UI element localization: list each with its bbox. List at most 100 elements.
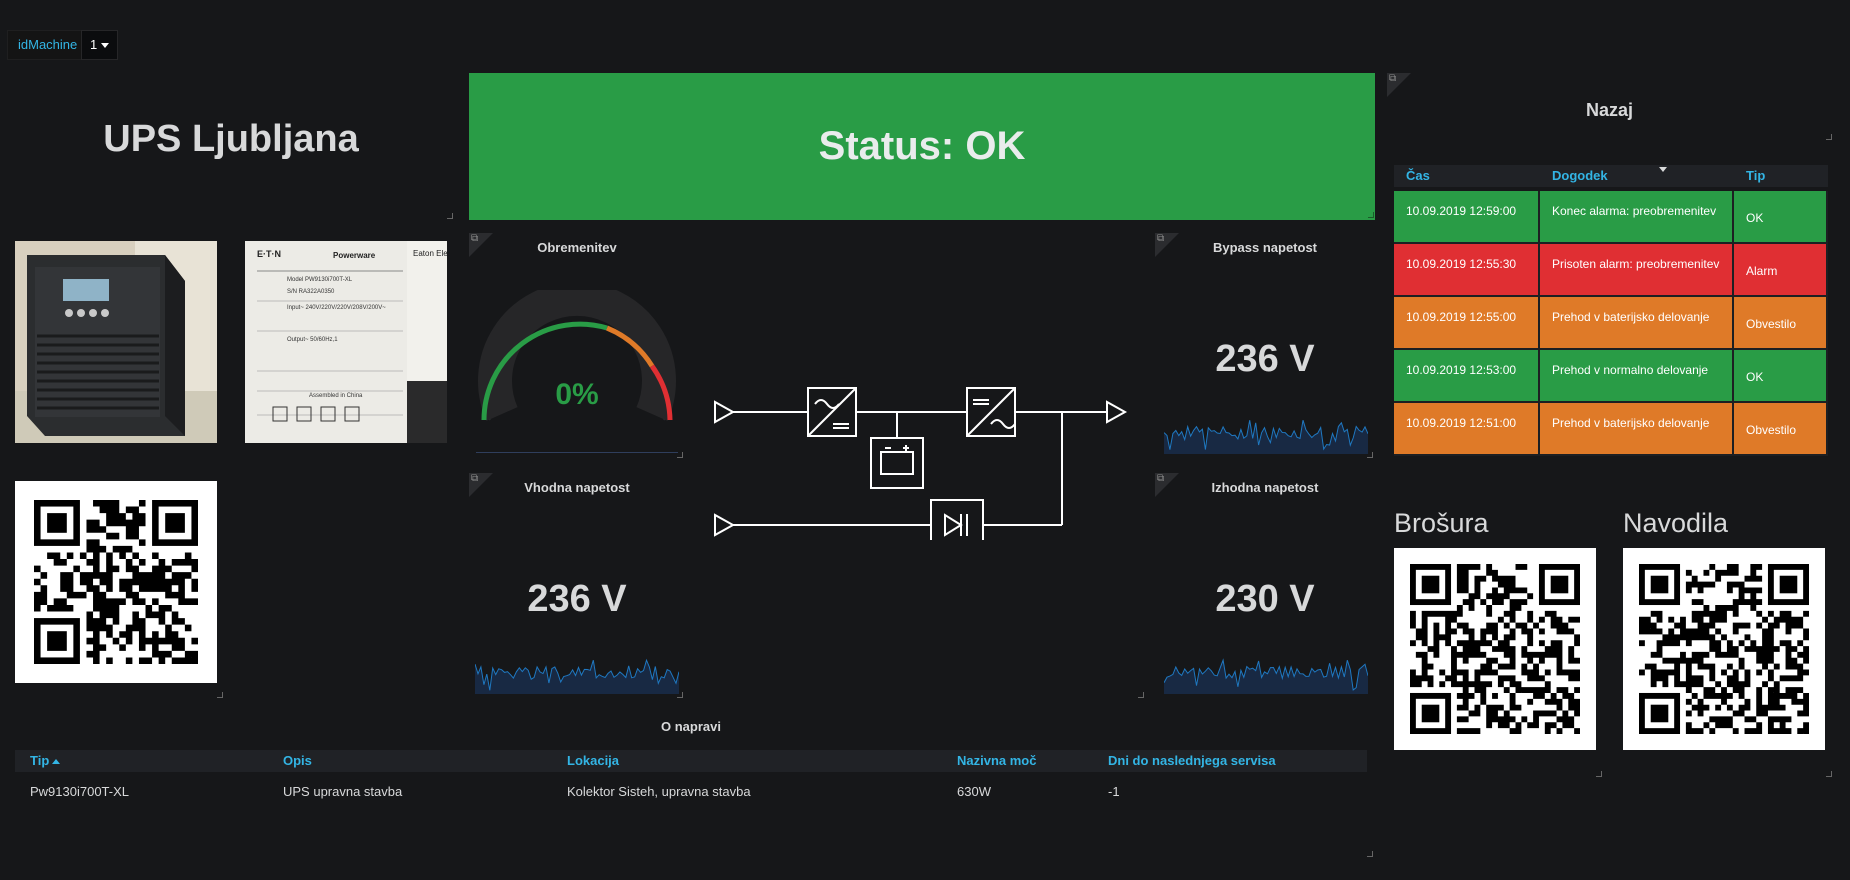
gauge-baseline [476,452,678,453]
sort-desc-icon [1659,167,1668,172]
resize-handle-icon[interactable] [677,692,683,698]
cell-event: Prehod v baterijsko delovanje [1540,297,1734,350]
events-table-header: Čas Dogodek Tip [1394,165,1828,187]
label-output: Output~ 50/60Hz,1 [287,337,340,343]
nazaj-link[interactable]: Nazaj [1585,100,1634,120]
events-table-row: 10.09.2019 12:55:30 Prisoten alarm: preob… [1394,244,1828,297]
bypass-voltage-title: Bypass napetost [1212,240,1318,255]
caret-down-icon [101,43,110,49]
variable-label-idmachine: idMachine [7,30,89,60]
panel-link-corner[interactable] [1387,73,1411,97]
device-table-row: Pw9130i700T-XL UPS upravna stavba Kolekt… [15,781,1367,803]
load-gauge [478,290,676,421]
ups-photo-image [15,241,217,443]
cell-nazivna-moc: 630W [957,784,991,799]
cell-type: Obvestilo [1734,297,1828,350]
label-assembled: Assembled in China [309,393,363,399]
column-header-event[interactable]: Dogodek [1540,165,1734,187]
column-header-event-label: Dogodek [1552,168,1608,183]
input-voltage-value: 236 V [527,578,627,620]
label-model: Model PW9130i700T-XL [287,277,353,283]
qr-code-image [1410,564,1580,734]
panel-link-corner[interactable] [1155,233,1179,257]
resize-handle-icon[interactable] [1826,134,1832,140]
cell-time: 10.09.2019 12:51:00 [1394,403,1540,456]
resize-handle-icon[interactable] [447,213,453,219]
input-voltage-sparkline [475,658,679,694]
resize-handle-icon[interactable] [677,452,683,458]
load-panel-title: Obremenitev [537,240,617,255]
brochure-title: Brošura [1394,508,1489,538]
resize-handle-icon[interactable] [1596,771,1602,777]
cell-type: Alarm [1734,244,1828,297]
sparkline-area [1164,420,1368,454]
events-table-row: 10.09.2019 12:53:00 Prehod v normalno del… [1394,350,1828,403]
sparkline-line [475,658,679,691]
cell-type: Obvestilo [1734,403,1828,456]
load-gauge-value: 0% [555,378,599,411]
status-text: Status: OK [818,124,1026,168]
device-panel-title: O napravi [661,719,721,734]
resize-handle-icon[interactable] [1368,212,1374,218]
resize-handle-icon[interactable] [217,692,223,698]
cell-time: 10.09.2019 12:55:30 [1394,244,1540,297]
panel-link-corner[interactable] [1155,473,1179,497]
column-header-type[interactable]: Tip [1746,168,1766,183]
output-voltage-sparkline [1164,658,1368,694]
device-table-header: Tip Opis Lokacija Nazivna moč Dni do nas… [15,750,1367,772]
label-sn: S/N RA322A0350 [287,289,335,295]
cell-type: OK [1734,350,1828,403]
cell-opis: UPS upravna stavba [283,784,403,799]
device-qr-code [15,481,217,683]
column-header-tip[interactable]: Tip [30,750,61,772]
external-link-icon[interactable]: ⧉ [1389,73,1397,84]
resize-handle-icon[interactable] [1826,771,1832,777]
events-table-row: 10.09.2019 12:59:00 Konec alarma: preobre… [1394,191,1828,244]
ups-photo [15,241,217,443]
panel-link-corner[interactable] [469,473,493,497]
bypass-voltage-value: 236 V [1215,338,1315,380]
manual-title: Navodila [1623,508,1729,538]
sparkline-line [1164,658,1368,691]
panel-link-corner[interactable] [469,233,493,257]
label-photo: E·T·N Powerware Eaton Electr Model PW913… [245,241,447,443]
output-voltage-title: Izhodna napetost [1211,480,1319,495]
variable-value: 1 [90,37,98,52]
cell-event: Konec alarma: preobremenitev [1540,191,1734,244]
label-photo-image [245,241,447,443]
sparkline-line [1164,420,1368,451]
cell-lokacija: Kolektor Sisteh, upravna stavba [567,784,751,799]
cell-type: OK [1734,191,1828,244]
column-header-opis[interactable]: Opis [283,753,312,768]
column-header-time[interactable]: Čas [1406,168,1430,183]
events-table-body: 10.09.2019 12:59:00 Konec alarma: preobre… [1394,191,1828,456]
events-table-row: 10.09.2019 12:51:00 Prehod v baterijsko d… [1394,403,1828,456]
resize-handle-icon[interactable] [1138,692,1144,698]
bypass-voltage-sparkline [1164,420,1368,454]
resize-handle-icon[interactable] [1367,851,1373,857]
resize-handle-icon[interactable] [1367,452,1373,458]
cell-time: 10.09.2019 12:55:00 [1394,297,1540,350]
variable-select-idmachine[interactable]: 1 [81,30,119,60]
brochure-qr-code[interactable] [1394,548,1596,750]
label-brand: E·T·N [257,249,281,259]
external-link-icon[interactable]: ⧉ [471,473,479,484]
output-voltage-value: 230 V [1215,578,1315,620]
cell-time: 10.09.2019 12:53:00 [1394,350,1540,403]
external-link-icon[interactable]: ⧉ [1157,233,1165,244]
cell-tip: Pw9130i700T-XL [30,784,130,799]
external-link-icon[interactable]: ⧉ [471,233,479,244]
column-header-servis[interactable]: Dni do naslednjega servisa [1108,753,1276,768]
page-title: UPS Ljubljana [103,118,359,160]
cell-event: Prehod v baterijsko delovanje [1540,403,1734,456]
label-input: Input~ 240V/220V/220V/208V/200V~ [287,305,386,311]
events-table-row: 10.09.2019 12:55:00 Prehod v baterijsko d… [1394,297,1828,350]
sparkline-area [1164,660,1368,694]
column-header-nazivna-moc[interactable]: Nazivna moč [957,753,1037,768]
external-link-icon[interactable]: ⧉ [1157,473,1165,484]
cell-servis: -1 [1108,784,1120,799]
column-header-lokacija[interactable]: Lokacija [567,753,620,768]
qr-code-image [34,500,198,664]
manual-qr-code[interactable] [1623,548,1825,750]
qr-code-image [1639,564,1809,734]
